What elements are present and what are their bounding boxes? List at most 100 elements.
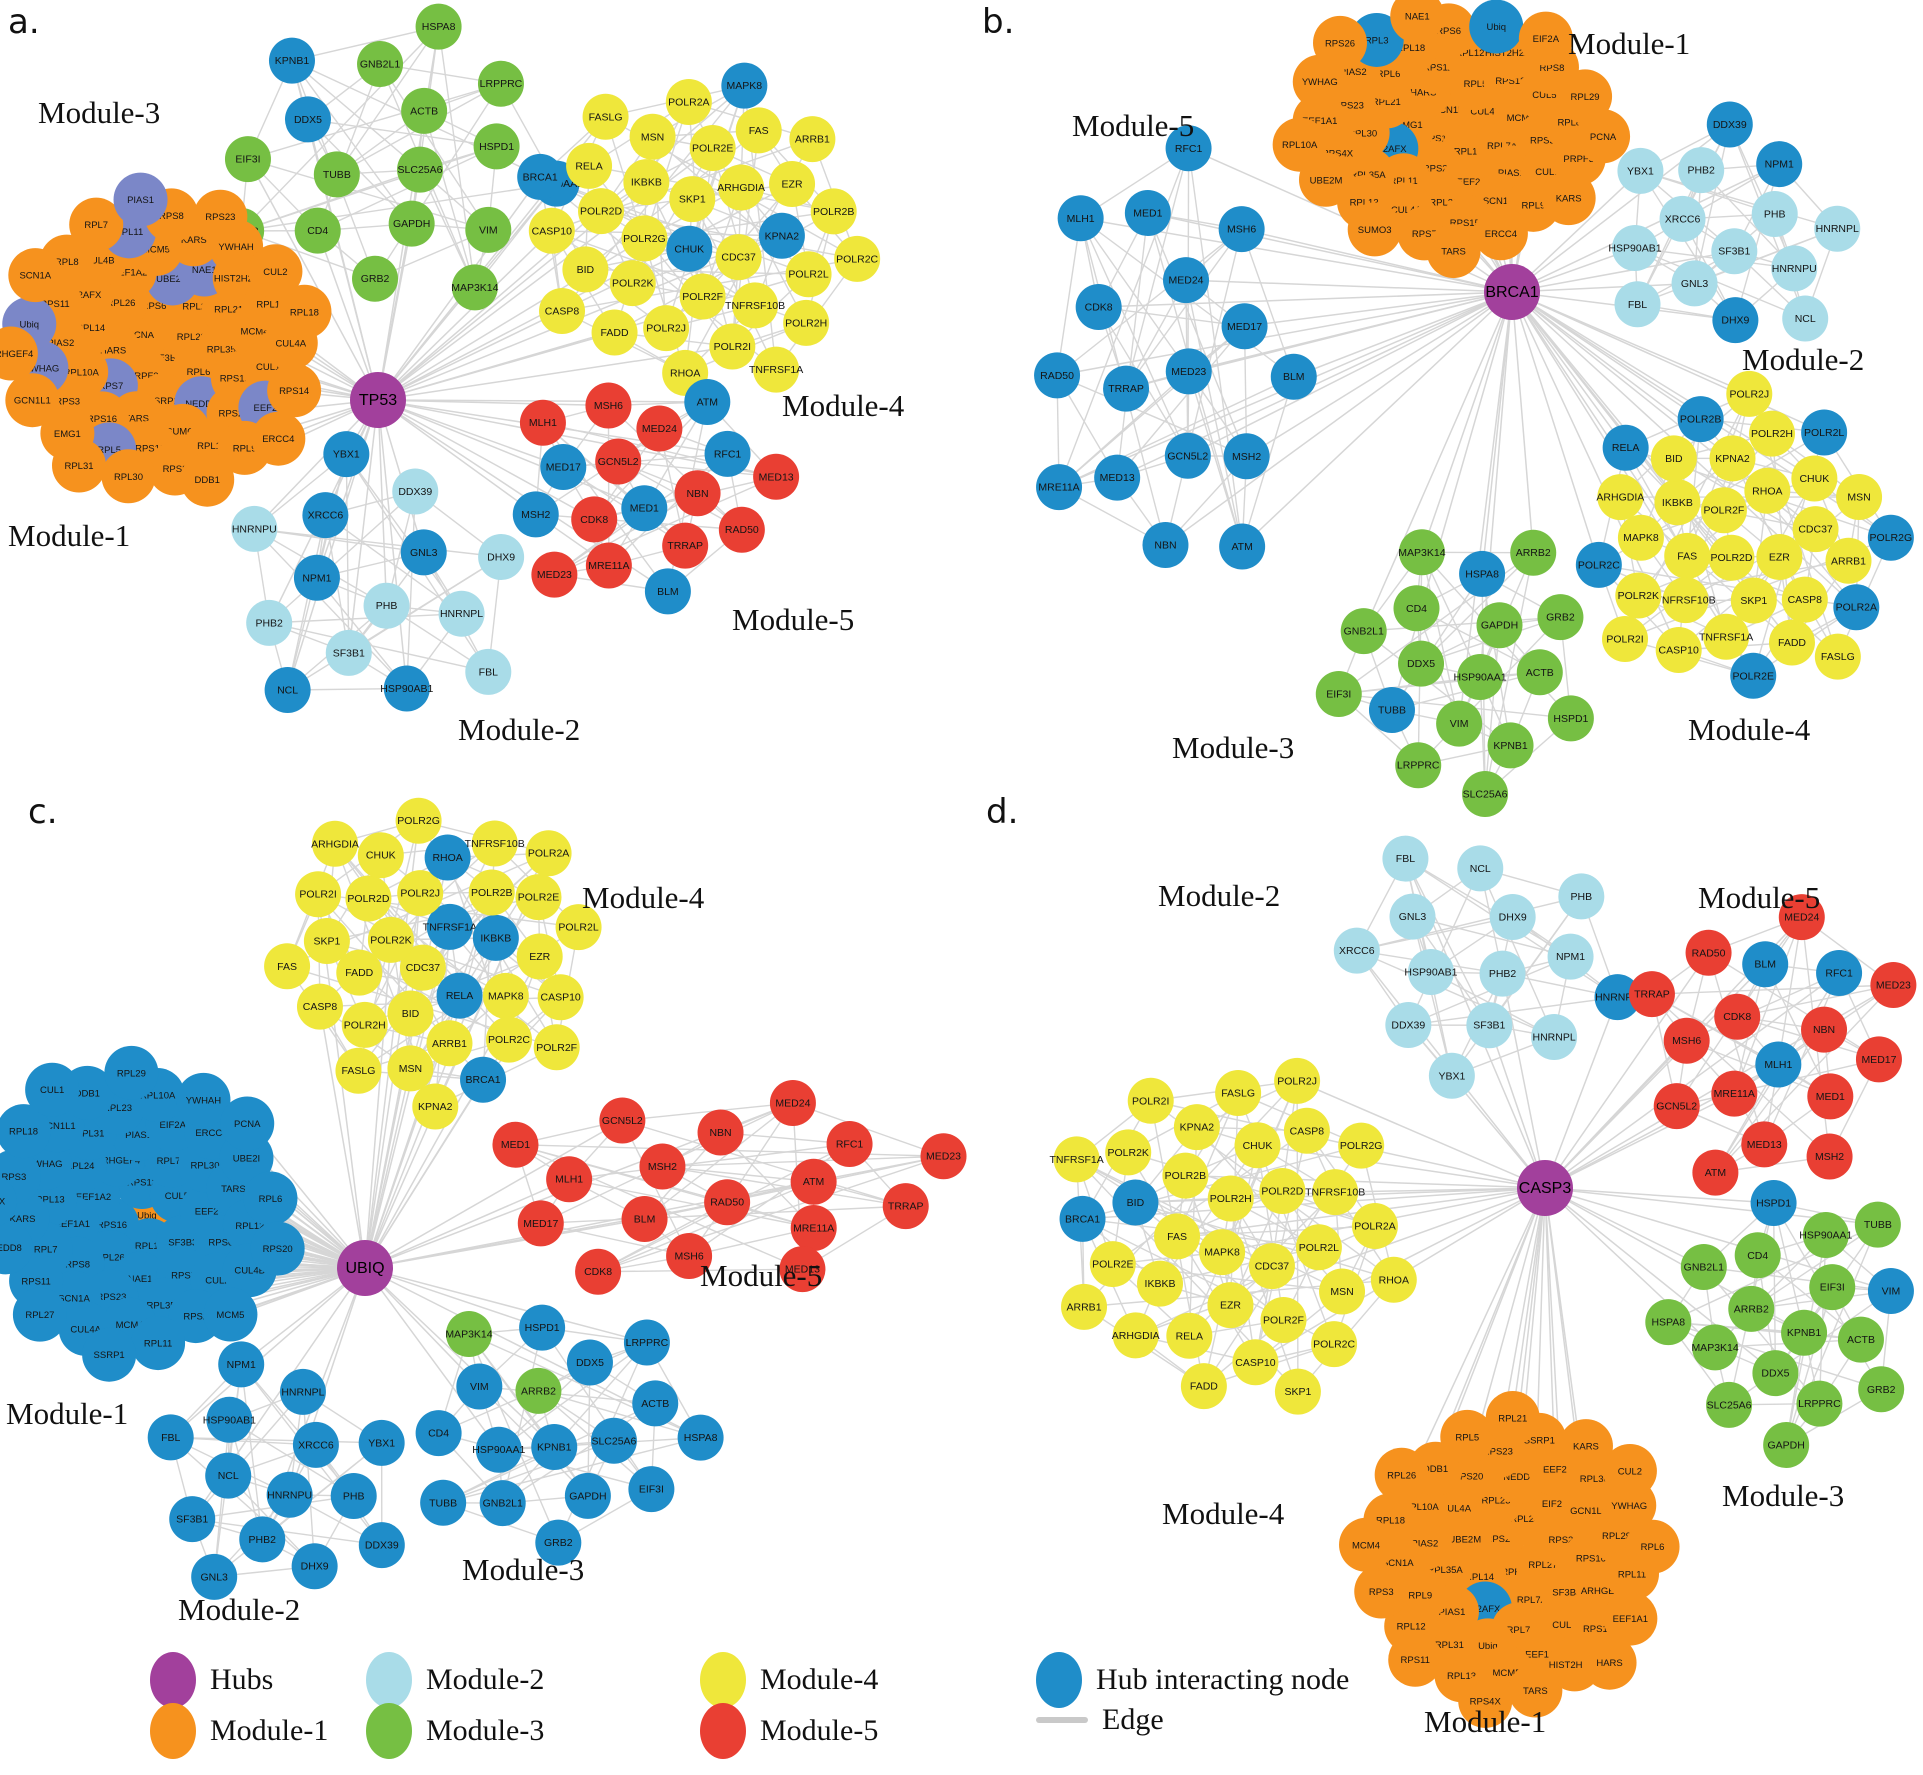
node-circle-RAD50	[1034, 352, 1081, 399]
node-circle-RPL30	[101, 449, 156, 504]
node-circle-BLM	[1742, 941, 1789, 988]
edge-line-swatch	[1036, 1717, 1088, 1723]
node-circle-MED1	[621, 485, 668, 532]
node-circle-MED1	[1124, 189, 1171, 236]
hub-edge	[1511, 170, 1641, 293]
node-circle-MAP3K14	[451, 264, 498, 311]
node-circle-ARRB1	[426, 1020, 473, 1067]
legend-item-Module-3: Module-3	[366, 1703, 544, 1759]
node-circle-HSPD1	[519, 1304, 566, 1351]
node-circle-MED1	[1807, 1073, 1854, 1120]
edge	[1076, 1158, 1343, 1293]
node-circle-KPNB1	[1781, 1309, 1828, 1356]
hub-edge	[364, 939, 392, 1269]
node-circle-GCN5L2	[599, 1097, 646, 1144]
node-circle-FADD	[591, 309, 638, 356]
node-circle-POLR2F	[1700, 487, 1747, 534]
node-circle-TRRAP	[662, 522, 709, 569]
edge	[1484, 625, 1501, 795]
node-circle-DDX5	[1752, 1350, 1799, 1397]
hub-edge	[1481, 291, 1513, 574]
hub-edge	[1147, 212, 1513, 293]
node-circle-IKBKB	[472, 914, 519, 961]
node-circle-TUBB	[313, 151, 360, 198]
edge	[247, 158, 489, 231]
node-circle-KPNB1	[268, 37, 315, 84]
node-circle-POLR2D	[1259, 1167, 1306, 1214]
edge	[1639, 170, 1736, 321]
edge	[423, 110, 476, 288]
node-circle-EIF3I	[1809, 1264, 1856, 1311]
hub-edge	[1511, 291, 1600, 566]
node-circle-RHOA	[1744, 467, 1791, 514]
node-circle-PHB2	[1479, 950, 1526, 997]
node-circle-MRE11A	[790, 1204, 837, 1251]
node-circle-BID	[562, 246, 609, 293]
node-circle-MAP3K14	[1398, 529, 1445, 576]
module-label-Module-1: Module-1	[6, 1396, 129, 1431]
edge	[406, 491, 416, 689]
edge	[1080, 217, 1190, 372]
node-circle-SSRP1	[82, 1327, 137, 1382]
node-circle-GCN5L2	[1653, 1083, 1700, 1130]
node-circle-EIF2A	[1518, 11, 1573, 66]
node-circle-RPS14	[267, 363, 322, 418]
node-circle-NCL	[1457, 845, 1504, 892]
node-circle-FASLG	[582, 93, 629, 140]
Hub interacting node-swatch	[1036, 1652, 1082, 1708]
edge	[240, 230, 376, 280]
node-circle-NBN	[1801, 1006, 1848, 1053]
node-circle-POLR2E	[1730, 652, 1777, 699]
node-circle-EZR	[516, 933, 563, 980]
node-circle-ATM	[1692, 1149, 1739, 1196]
node-circle-POLR2C	[1575, 541, 1622, 588]
edge	[1634, 163, 1780, 249]
node-circle-TNFRSF1A	[1703, 613, 1750, 660]
node-circle-PIAS1	[113, 172, 168, 227]
node-circle-MSH2	[1806, 1133, 1853, 1180]
hub-edge	[1544, 996, 1619, 1189]
panel-letter: d.	[986, 792, 1019, 832]
node-circle-TNFRSF1A	[753, 346, 800, 393]
node-circle-HSP90AA1	[475, 1426, 522, 1473]
legend-item-Hubs: Hubs	[150, 1652, 273, 1708]
node-circle-TNFRSF1A	[1053, 1136, 1100, 1183]
node-circle-FAS	[1154, 1213, 1201, 1260]
legend-label: Module-4	[760, 1663, 879, 1696]
node-circle-RPL27	[12, 1287, 67, 1342]
node-circle-GNB2L1	[1340, 608, 1387, 655]
node-circle-YBX1	[1617, 147, 1664, 194]
node-circle-YBX1	[323, 431, 370, 478]
edge	[1734, 163, 1780, 321]
panel-letter: b.	[982, 2, 1015, 42]
hub-edge	[1098, 291, 1513, 308]
node-circle-CDC37	[715, 234, 762, 281]
legend-label: Module-2	[426, 1663, 545, 1696]
edge	[247, 83, 502, 160]
node-circle-FASLG	[1215, 1070, 1262, 1117]
hub-edge	[1185, 1174, 1546, 1189]
node-circle-RPL6	[1625, 1519, 1680, 1574]
edge	[1731, 458, 1806, 600]
node-circle-TRRAP	[1628, 971, 1675, 1018]
node-circle-GAPDH	[1476, 602, 1523, 649]
node-circle-SKP1	[303, 918, 350, 965]
edge	[1356, 949, 1555, 1038]
edge	[1703, 1266, 1892, 1292]
node-circle-POLR2B	[1162, 1152, 1209, 1199]
node-circle-VIM	[465, 206, 512, 253]
node-circle-RFC1	[1816, 950, 1863, 997]
node-circle-EEF1A1	[1603, 1591, 1658, 1646]
edge	[291, 60, 421, 171]
node-circle-BID	[1650, 435, 1697, 482]
hub-edge	[364, 1178, 570, 1269]
node-circle-HSPA8	[415, 3, 462, 50]
node-circle-POLR2I	[1602, 615, 1649, 662]
edge	[541, 1327, 652, 1490]
node-circle-EIF3I	[1315, 671, 1362, 718]
module-label-Module-2: Module-2	[178, 1592, 301, 1627]
edge	[1363, 630, 1511, 746]
node-circle-MED13	[1094, 454, 1141, 501]
legend-item-Module-4: Module-4	[700, 1652, 878, 1708]
